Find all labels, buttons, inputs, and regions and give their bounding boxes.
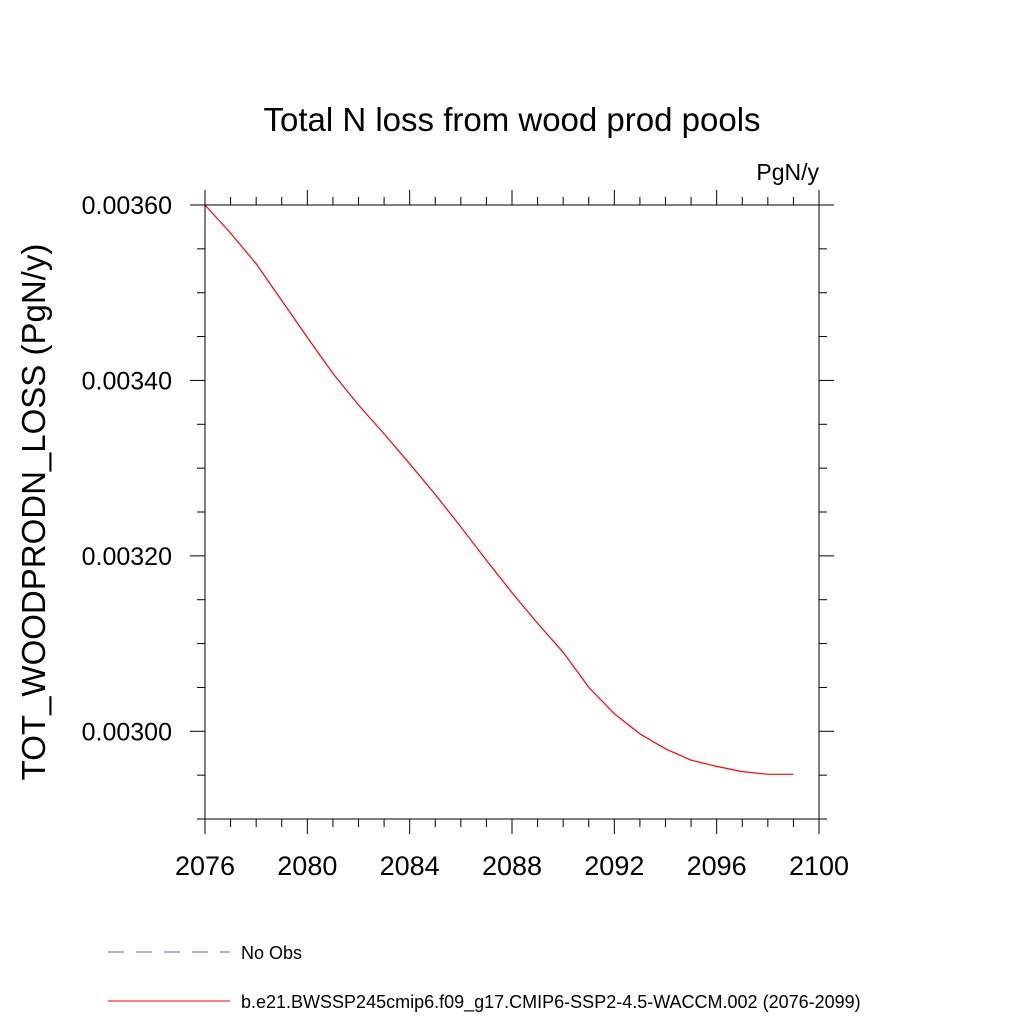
units-label: PgN/y: [756, 159, 819, 185]
x-tick-label: 2096: [687, 851, 747, 881]
legend-label-1: b.e21.BWSSP245cmip6.f09_g17.CMIP6-SSP2-4…: [241, 992, 861, 1013]
plot-frame: [204, 204, 820, 820]
ticks-layer: 2076 2080 2084 2088 2092 2096 2100 0.00300 0.003…: [82, 190, 849, 881]
x-tick-label: 2100: [789, 851, 849, 881]
series-line-1: [204, 204, 794, 775]
y-tick-label: 0.00340: [82, 367, 172, 395]
legend-label-0: No Obs: [241, 943, 302, 963]
y-tick-label: 0.00360: [82, 192, 172, 220]
y-tick-label: 0.00320: [82, 543, 172, 571]
legend: No Obs b.e21.BWSSP245cmip6.f09_g17.CMIP6-…: [108, 943, 861, 1013]
x-tick-label: 2080: [277, 851, 337, 881]
x-tick-label: 2076: [175, 851, 235, 881]
y-tick-label: 0.00300: [82, 718, 172, 746]
x-tick-label: 2084: [380, 851, 440, 881]
x-tick-label: 2088: [482, 851, 542, 881]
chart-title: Total N loss from wood prod pools: [263, 101, 760, 138]
y-axis-label: TOT_WOODPRODN_LOSS (PgN/y): [15, 244, 52, 781]
x-tick-label: 2092: [584, 851, 644, 881]
series-layer: [204, 204, 794, 775]
